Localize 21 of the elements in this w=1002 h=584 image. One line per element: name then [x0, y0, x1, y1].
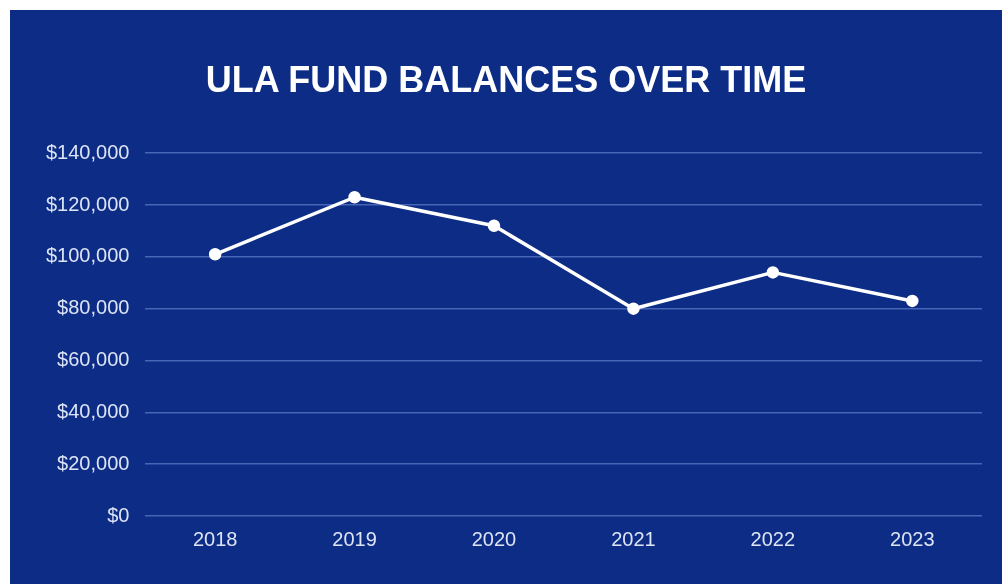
y-tick-label: $40,000	[57, 399, 130, 422]
point	[487, 219, 501, 233]
y-tick-label: $100,000	[46, 244, 130, 267]
point	[906, 294, 919, 308]
x-tick-label: 2020	[471, 527, 517, 550]
point	[766, 266, 780, 279]
y-tick-label: $140,000	[46, 140, 130, 163]
x-tick-label: 2018	[192, 527, 238, 550]
y-tick-label: $80,000	[57, 296, 130, 319]
y-tick-label: $20,000	[57, 451, 130, 474]
point	[348, 191, 361, 204]
y-tick-label: $60,000	[57, 348, 130, 371]
x-tick-label: 2023	[890, 527, 935, 550]
x-tick-label: 2022	[750, 527, 796, 550]
chart-title: ULA FUND BALANCES OVER TIME	[205, 58, 807, 100]
y-tick-label: $0	[107, 503, 130, 526]
y-tick-label: $120,000	[46, 192, 130, 215]
point	[208, 248, 222, 261]
x-tick-label: 2021	[611, 527, 656, 550]
point	[627, 302, 640, 315]
x-tick-label: 2019	[332, 527, 377, 550]
